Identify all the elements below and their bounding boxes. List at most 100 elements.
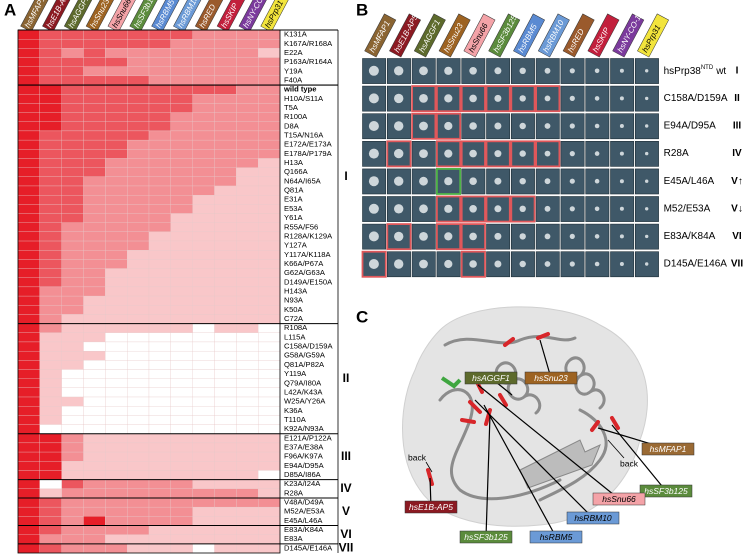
heat-cell [105, 451, 128, 462]
heat-cell [61, 314, 84, 324]
row-label: E172A/E173A [284, 140, 333, 149]
heat-cell [39, 268, 62, 278]
heat-cell [192, 506, 215, 517]
heat-cell [236, 396, 259, 407]
heat-cell [214, 94, 237, 104]
heat-cell [214, 167, 237, 177]
heat-cell [148, 185, 171, 196]
colony [444, 94, 453, 103]
heat-cell [192, 295, 215, 306]
heat-cell [148, 158, 171, 168]
row-label: wild type [283, 85, 317, 94]
leader-line [539, 339, 552, 379]
heat-cell [61, 406, 84, 416]
row-label: Y119A [284, 369, 307, 378]
heat-cell [214, 525, 237, 535]
heat-cell [83, 286, 106, 297]
colony [394, 148, 404, 159]
heat-cell [192, 29, 215, 40]
heat-cell [148, 461, 171, 471]
heat-cell [148, 534, 171, 544]
heat-cell [83, 39, 106, 49]
heat-cell [61, 470, 84, 480]
heat-cell [83, 75, 106, 86]
row-label: E83A/K84A [284, 525, 324, 534]
highlight-box [485, 140, 511, 168]
heat-cell [39, 369, 62, 379]
ribbon [443, 335, 577, 347]
heat-cell [83, 204, 106, 214]
ribbon [538, 408, 608, 502]
label-sup: NTD [701, 64, 714, 70]
heat-cell [236, 130, 259, 141]
heat-cell [236, 314, 259, 324]
heat-cell [236, 424, 259, 434]
heat-cell [105, 470, 128, 480]
heat-cell [127, 103, 150, 113]
colony [594, 151, 600, 156]
heat-cell [214, 305, 237, 315]
colony [419, 232, 428, 241]
heat-cell [236, 213, 259, 223]
group-label: VI [340, 527, 351, 541]
heat-cell [214, 350, 237, 361]
heat-cell [258, 112, 281, 122]
colony [569, 178, 575, 184]
heat-cell [258, 149, 281, 159]
heat-cell [148, 176, 171, 187]
heat-cell [17, 314, 40, 324]
heat-cell [148, 341, 171, 352]
heat-cell [39, 259, 62, 269]
heat-cell [148, 305, 171, 315]
heat-cell [170, 415, 193, 425]
heat-cell [39, 167, 62, 177]
row-label: N64A/I65A [284, 176, 322, 185]
heat-cell [214, 516, 237, 526]
heat-cell [214, 103, 237, 113]
heat-cell [61, 268, 84, 278]
highlight-box [510, 195, 536, 223]
heat-cell [61, 378, 84, 388]
heat-cell [258, 378, 281, 388]
row-label: E31A [284, 195, 304, 204]
header-box [42, 0, 71, 33]
heat-cell [127, 516, 150, 526]
colony [645, 124, 649, 128]
heat-cell [214, 369, 237, 379]
heat-cell [236, 350, 259, 361]
heat-cell [170, 222, 193, 233]
heat-cell [258, 39, 281, 49]
heat-cell [127, 75, 150, 86]
row-label: Y19A [284, 66, 304, 75]
ribbon [438, 388, 562, 501]
heat-cell [105, 84, 128, 95]
heat-cell [61, 39, 84, 49]
heat-cell [83, 396, 106, 407]
heat-cell [170, 323, 193, 333]
heat-cell [192, 222, 215, 233]
heat-cell [192, 158, 215, 168]
heat-cell [214, 534, 237, 544]
heat-cell [170, 250, 193, 260]
heat-cell [192, 121, 215, 132]
row-label: E94A/D95A [284, 461, 325, 470]
colony [619, 96, 624, 101]
colony [394, 231, 404, 242]
heat-cell [83, 167, 106, 177]
heat-cell [17, 543, 40, 554]
heat-cell [17, 396, 40, 407]
heat-cell [258, 387, 281, 398]
heat-cell [127, 378, 150, 388]
heat-cell [170, 195, 193, 205]
colony [494, 177, 502, 185]
residue [503, 337, 515, 347]
heat-cell [105, 130, 128, 141]
heat-cell [61, 222, 84, 233]
heat-cell [105, 433, 128, 444]
residue [536, 332, 550, 340]
class-label: V↓ [731, 203, 743, 214]
heat-cell [214, 314, 237, 324]
colony [469, 94, 477, 103]
heat-cell [258, 488, 281, 499]
heat-cell [83, 497, 106, 508]
